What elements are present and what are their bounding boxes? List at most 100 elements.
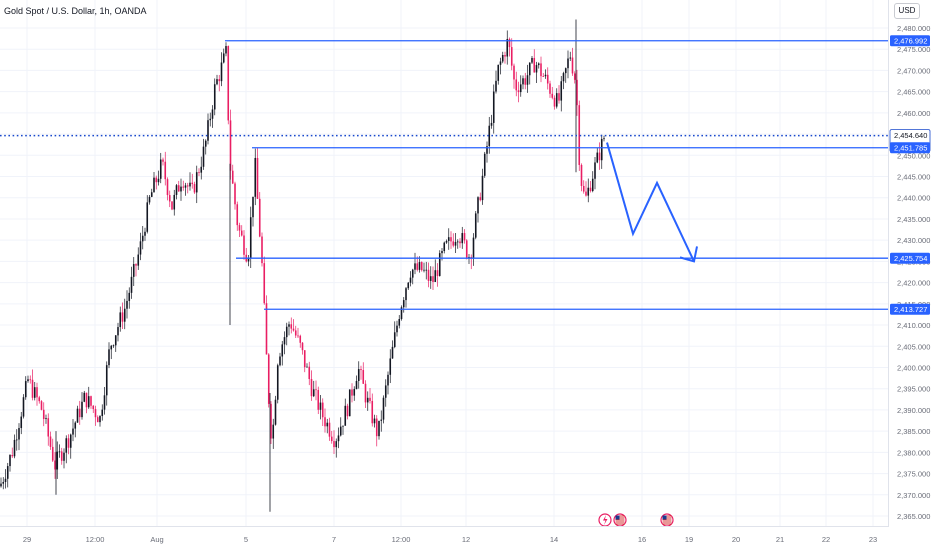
candle-body xyxy=(76,408,79,423)
candle-body xyxy=(461,233,464,244)
candle-body xyxy=(60,451,63,461)
candle-body xyxy=(101,409,104,417)
candle-body xyxy=(414,263,416,270)
symbol-title: Gold Spot / U.S. Dollar, 1h, OANDA xyxy=(4,6,147,16)
candle-body xyxy=(362,370,365,384)
candle-body xyxy=(236,204,239,226)
time-tick-label: 22 xyxy=(822,535,830,544)
candle-body xyxy=(283,337,286,345)
candle-body xyxy=(85,392,88,408)
candle-body xyxy=(186,185,189,187)
candle-body xyxy=(596,152,599,163)
candle-body xyxy=(495,80,497,92)
candle-body xyxy=(128,292,131,301)
candle-body xyxy=(573,73,576,80)
candle-body xyxy=(198,172,200,173)
candle-body xyxy=(477,197,479,214)
candle-body xyxy=(18,428,20,440)
candle-body xyxy=(328,422,331,437)
candle-body xyxy=(146,202,149,232)
candle-body xyxy=(384,385,387,398)
candle-body xyxy=(497,64,500,81)
candle-body xyxy=(279,356,281,366)
lightning-icon[interactable] xyxy=(598,513,612,527)
candle-body xyxy=(83,392,86,402)
candle-body xyxy=(425,269,428,271)
price-tick-label: 2,380.000 xyxy=(897,448,930,457)
candle-body xyxy=(265,303,268,355)
candle-body xyxy=(121,312,124,322)
candle-body xyxy=(400,307,403,320)
candle-body xyxy=(256,157,259,199)
candle-body xyxy=(452,241,455,246)
candle-body xyxy=(249,217,252,259)
candle-body xyxy=(153,177,155,193)
candle-body xyxy=(333,441,335,448)
candle-body xyxy=(603,138,605,140)
candle-body xyxy=(105,365,108,396)
candle-body xyxy=(360,369,362,371)
price-tick-label: 2,435.000 xyxy=(897,215,930,224)
candle-body xyxy=(87,396,90,408)
candle-body xyxy=(375,418,378,437)
price-axis-background xyxy=(889,0,932,550)
candle-body xyxy=(72,428,74,435)
candle-body xyxy=(508,38,511,48)
price-tick-label: 2,375.000 xyxy=(897,470,930,479)
currency-button[interactable]: USD xyxy=(894,3,920,19)
candle-body xyxy=(112,345,115,347)
candle-body xyxy=(132,264,135,277)
candle-body xyxy=(216,79,218,85)
candle-body xyxy=(301,342,304,351)
price-tags: 2,476.9922,425.7542,413.7272,454.64055:1… xyxy=(889,35,931,315)
candle-body xyxy=(324,417,326,427)
us-flag-icon[interactable] xyxy=(613,513,627,527)
candle-body xyxy=(594,162,596,179)
candle-body xyxy=(33,387,36,398)
candle-body xyxy=(429,276,432,281)
level-price-tag-text: 2,425.754 xyxy=(894,254,927,263)
candle-body xyxy=(465,240,468,258)
candle-body xyxy=(387,374,389,386)
candle-body xyxy=(344,405,347,426)
candle-body xyxy=(396,325,398,333)
candle-body xyxy=(576,79,578,106)
candle-body xyxy=(274,399,277,425)
projection-path-line[interactable] xyxy=(606,142,695,262)
candle-body xyxy=(74,422,77,429)
candle-body xyxy=(40,401,43,410)
candle-body xyxy=(432,276,434,282)
candle-body xyxy=(31,379,34,398)
candle-body xyxy=(56,451,59,470)
candle-body xyxy=(441,251,443,254)
us-flag-icon[interactable] xyxy=(660,513,674,527)
time-tick-label: 7 xyxy=(332,535,336,544)
candle-body xyxy=(513,65,515,80)
candle-body xyxy=(81,401,83,418)
candle-body xyxy=(180,186,182,192)
candle-body xyxy=(191,182,194,185)
candle-body xyxy=(423,269,425,271)
candle-body xyxy=(524,78,527,85)
candle-body xyxy=(166,179,169,196)
candle-body xyxy=(141,235,144,242)
candle-body xyxy=(261,236,263,264)
current-price-text: 2,454.640 xyxy=(894,131,927,140)
candle-body xyxy=(0,483,2,487)
candle-body xyxy=(135,264,137,266)
candle-body xyxy=(519,84,522,93)
candle-body xyxy=(382,397,385,420)
candle-body xyxy=(11,454,14,457)
candle-body xyxy=(517,90,520,93)
candle-body xyxy=(218,79,221,82)
time-tick-label: 20 xyxy=(732,535,740,544)
candle-body xyxy=(144,231,146,236)
price-tick-label: 2,420.000 xyxy=(897,279,930,288)
level-price-tag xyxy=(890,303,930,315)
candle-body xyxy=(531,57,533,63)
candle-body xyxy=(117,327,119,336)
candle-body xyxy=(173,194,176,210)
candle-body xyxy=(364,383,367,403)
